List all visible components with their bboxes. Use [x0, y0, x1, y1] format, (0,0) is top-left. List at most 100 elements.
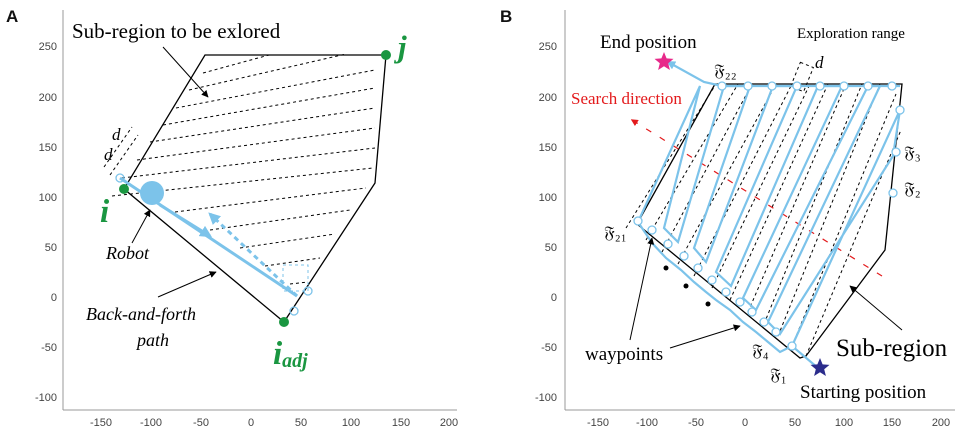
x-tick: -100 — [636, 417, 658, 429]
sub-region-pointer — [849, 285, 903, 331]
ellipsis-dot — [705, 301, 711, 307]
waypoints-pointer-1 — [629, 237, 655, 341]
panel-a-x-ticks: -150 -100 -50 0 50 100 150 200 — [90, 417, 458, 429]
waypoint — [303, 286, 313, 296]
x-tick: 50 — [789, 417, 801, 429]
exploration-range-box — [789, 61, 815, 93]
x-tick: 100 — [835, 417, 853, 429]
d-offset-line — [109, 134, 139, 176]
y-tick: 50 — [45, 242, 57, 254]
y-tick: 200 — [539, 92, 557, 104]
search-direction-arrow — [630, 119, 883, 277]
y-tick: 200 — [39, 92, 57, 104]
sub-region-label: Sub-region — [836, 335, 948, 362]
waypoints-label: waypoints — [585, 344, 663, 365]
ellipsis-dot — [683, 283, 689, 289]
y-tick: 50 — [545, 242, 557, 254]
robot-pointer-arrow — [131, 209, 151, 244]
waypoint — [888, 188, 898, 198]
x-tick: 150 — [883, 417, 901, 429]
x-tick: -50 — [688, 417, 704, 429]
point-iadj-marker — [279, 317, 289, 327]
panel-b-strip-lines — [625, 83, 902, 357]
y-tick: 0 — [51, 292, 57, 304]
x-tick: -100 — [140, 417, 162, 429]
x-tick: 0 — [742, 417, 748, 429]
end-position-label: End position — [600, 32, 697, 53]
d-offset-line — [103, 126, 133, 168]
robot-dashed-box — [282, 264, 309, 292]
waypoint — [747, 307, 757, 317]
point-j-label: j — [393, 29, 407, 64]
point-iadj-sub: adj — [282, 350, 308, 372]
waypoint — [895, 105, 905, 115]
title-pointer-arrow — [162, 46, 209, 98]
x-tick: 200 — [932, 417, 950, 429]
waypoint — [792, 81, 802, 91]
panel-a: A 250 200 150 100 50 0 -50 -100 -150 -10… — [6, 7, 458, 429]
waypoint — [815, 81, 825, 91]
waypoint — [839, 81, 849, 91]
waypoint — [289, 306, 299, 316]
panel-b-x-ticks: -150 -100 -50 0 50 100 150 200 — [587, 417, 950, 429]
waypoint — [717, 81, 727, 91]
panel-b-y-ticks: 250 200 150 100 50 0 -50 -100 — [535, 41, 557, 404]
waypoint — [767, 81, 777, 91]
d-label-bottom: d — [104, 145, 113, 164]
x-tick: 200 — [440, 417, 458, 429]
f21-label: 𝔉₂₁ — [604, 223, 627, 242]
y-tick: -50 — [541, 342, 557, 354]
sub-region-polygon — [123, 54, 387, 323]
f22-label: 𝔉₂₂ — [714, 61, 737, 80]
y-tick: 150 — [39, 142, 57, 154]
x-tick: 100 — [342, 417, 360, 429]
y-tick: 0 — [551, 292, 557, 304]
d-label-top: d — [112, 125, 121, 144]
waypoint — [707, 275, 717, 285]
waypoint — [787, 341, 797, 351]
ellipsis-dot — [663, 265, 669, 271]
x-tick: -150 — [90, 417, 112, 429]
path-pointer-arrow — [157, 271, 217, 298]
waypoints-pointer-2 — [669, 324, 741, 349]
point-i-marker — [119, 184, 129, 194]
search-direction-label: Search direction — [571, 89, 682, 108]
waypoint — [679, 251, 689, 261]
y-tick: -50 — [41, 342, 57, 354]
waypoint — [663, 239, 673, 249]
waypoint — [633, 216, 643, 226]
x-tick: -150 — [587, 417, 609, 429]
waypoint — [735, 297, 745, 307]
path-dashed — [208, 212, 299, 298]
waypoint — [863, 81, 873, 91]
waypoint — [759, 317, 769, 327]
x-tick: 0 — [248, 417, 254, 429]
end-position-star — [654, 52, 674, 70]
x-tick: 50 — [295, 417, 307, 429]
panel-a-letter: A — [6, 7, 18, 26]
y-tick: 250 — [539, 41, 557, 53]
waypoint — [887, 81, 897, 91]
point-iadj-main: i — [273, 336, 283, 372]
robot-label: Robot — [105, 243, 150, 263]
y-tick: 100 — [539, 192, 557, 204]
f2-label: 𝔉₂ — [904, 179, 921, 198]
y-tick: 150 — [539, 142, 557, 154]
starting-position-label: Starting position — [800, 382, 927, 403]
coverage-path-end — [666, 61, 900, 88]
start-position-star — [810, 358, 830, 376]
point-iadj-label: iadj — [273, 336, 308, 372]
robot-marker — [140, 181, 164, 205]
d-label: d — [815, 53, 824, 72]
x-tick: -50 — [193, 417, 209, 429]
panel-a-hatch-lines — [111, 53, 376, 285]
y-tick: -100 — [35, 392, 57, 404]
waypoint — [115, 173, 125, 183]
panel-b-waypoints — [633, 81, 905, 351]
path-solid-arrow — [159, 203, 213, 238]
f4-label: 𝔉₄ — [752, 341, 769, 360]
panel-b-letter: B — [500, 7, 512, 26]
waypoint — [891, 147, 901, 157]
path-label-line1: Back-and-forth — [86, 304, 196, 324]
